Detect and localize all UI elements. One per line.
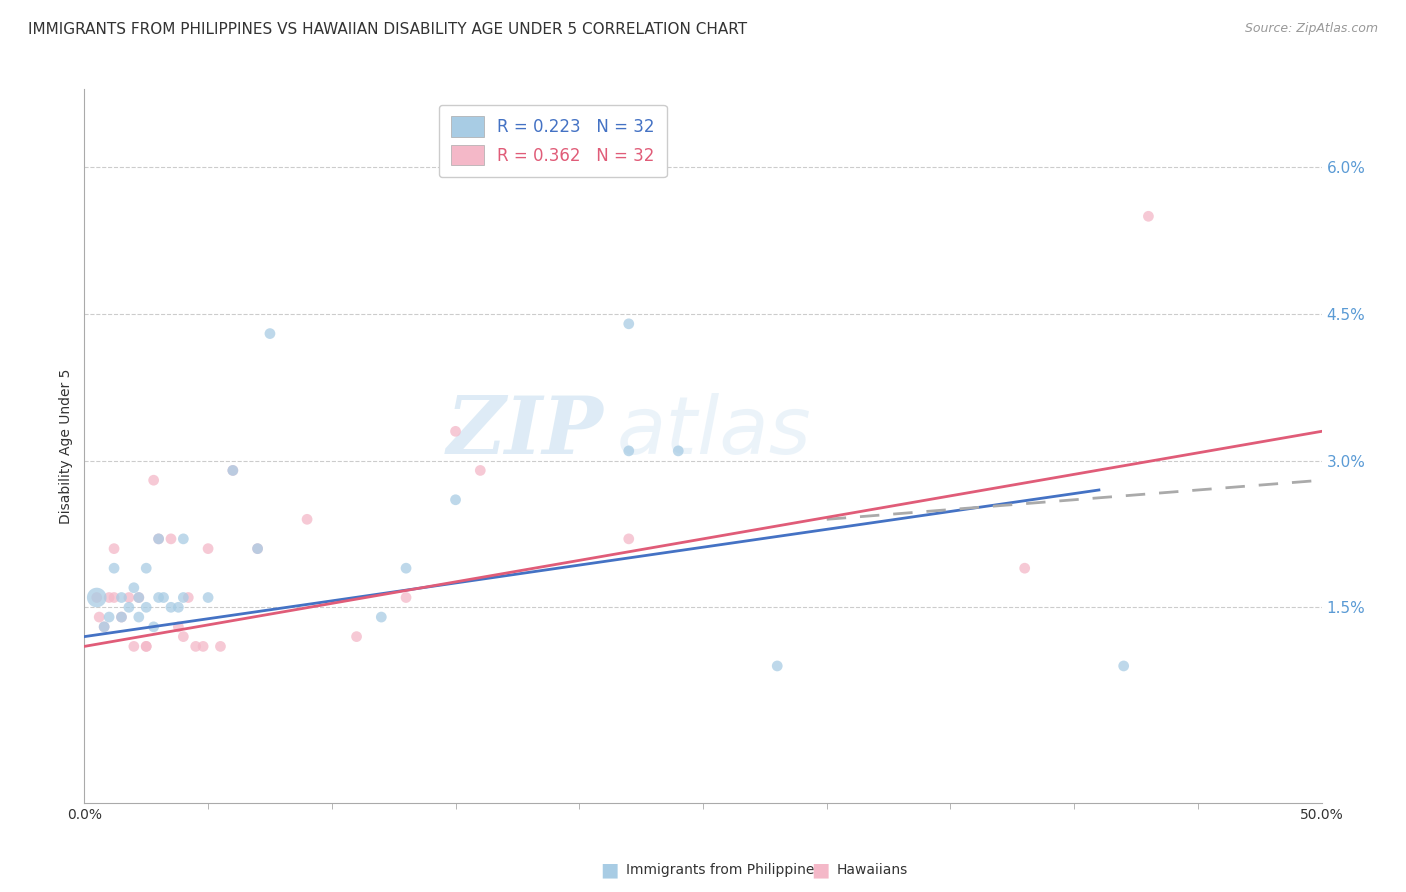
Point xyxy=(184,640,207,654)
Point xyxy=(103,561,125,575)
Point xyxy=(395,561,418,575)
Point xyxy=(177,591,200,605)
Point xyxy=(191,640,214,654)
Text: atlas: atlas xyxy=(616,392,811,471)
Y-axis label: Disability Age Under 5: Disability Age Under 5 xyxy=(59,368,73,524)
Text: Source: ZipAtlas.com: Source: ZipAtlas.com xyxy=(1244,22,1378,36)
Point xyxy=(98,591,121,605)
Point xyxy=(128,610,150,624)
Point xyxy=(103,591,125,605)
Text: ZIP: ZIP xyxy=(447,393,605,470)
Point xyxy=(122,581,145,595)
Text: Hawaiians: Hawaiians xyxy=(837,863,908,877)
Point xyxy=(93,620,115,634)
Point xyxy=(142,473,165,487)
Point xyxy=(89,610,111,624)
Point xyxy=(395,591,418,605)
Point xyxy=(135,600,157,615)
Point xyxy=(766,659,789,673)
Point xyxy=(1137,209,1160,223)
Point xyxy=(160,532,183,546)
Text: ■: ■ xyxy=(811,860,830,880)
Point xyxy=(1112,659,1135,673)
Point xyxy=(666,443,689,458)
Point xyxy=(122,640,145,654)
Point xyxy=(167,620,190,634)
Point xyxy=(110,610,132,624)
Point xyxy=(470,463,492,477)
Point xyxy=(246,541,269,556)
Point xyxy=(128,591,150,605)
Point xyxy=(370,610,392,624)
Point xyxy=(444,492,467,507)
Point xyxy=(1014,561,1036,575)
Point xyxy=(172,630,194,644)
Point xyxy=(110,610,132,624)
Point xyxy=(222,463,245,477)
Point xyxy=(222,463,245,477)
Point xyxy=(110,591,132,605)
Point xyxy=(346,630,368,644)
Point xyxy=(103,541,125,556)
Point xyxy=(617,317,640,331)
Point xyxy=(246,541,269,556)
Point xyxy=(118,600,141,615)
Point xyxy=(152,591,174,605)
Point xyxy=(197,541,219,556)
Point xyxy=(160,600,183,615)
Point xyxy=(172,591,194,605)
Point xyxy=(86,591,108,605)
Point xyxy=(128,591,150,605)
Point xyxy=(148,532,170,546)
Point xyxy=(93,620,115,634)
Point xyxy=(86,591,108,605)
Text: IMMIGRANTS FROM PHILIPPINES VS HAWAIIAN DISABILITY AGE UNDER 5 CORRELATION CHART: IMMIGRANTS FROM PHILIPPINES VS HAWAIIAN … xyxy=(28,22,747,37)
Point xyxy=(172,532,194,546)
Point xyxy=(295,512,318,526)
Point xyxy=(259,326,281,341)
Point xyxy=(209,640,232,654)
Point xyxy=(617,532,640,546)
Point xyxy=(148,532,170,546)
Point xyxy=(167,600,190,615)
Point xyxy=(98,610,121,624)
Text: Immigrants from Philippines: Immigrants from Philippines xyxy=(626,863,821,877)
Legend: R = 0.223   N = 32, R = 0.362   N = 32: R = 0.223 N = 32, R = 0.362 N = 32 xyxy=(439,104,666,177)
Text: ■: ■ xyxy=(600,860,619,880)
Point xyxy=(135,561,157,575)
Point xyxy=(617,443,640,458)
Point xyxy=(142,620,165,634)
Point xyxy=(135,640,157,654)
Point xyxy=(444,425,467,439)
Point xyxy=(135,640,157,654)
Point xyxy=(197,591,219,605)
Point xyxy=(118,591,141,605)
Point xyxy=(148,591,170,605)
